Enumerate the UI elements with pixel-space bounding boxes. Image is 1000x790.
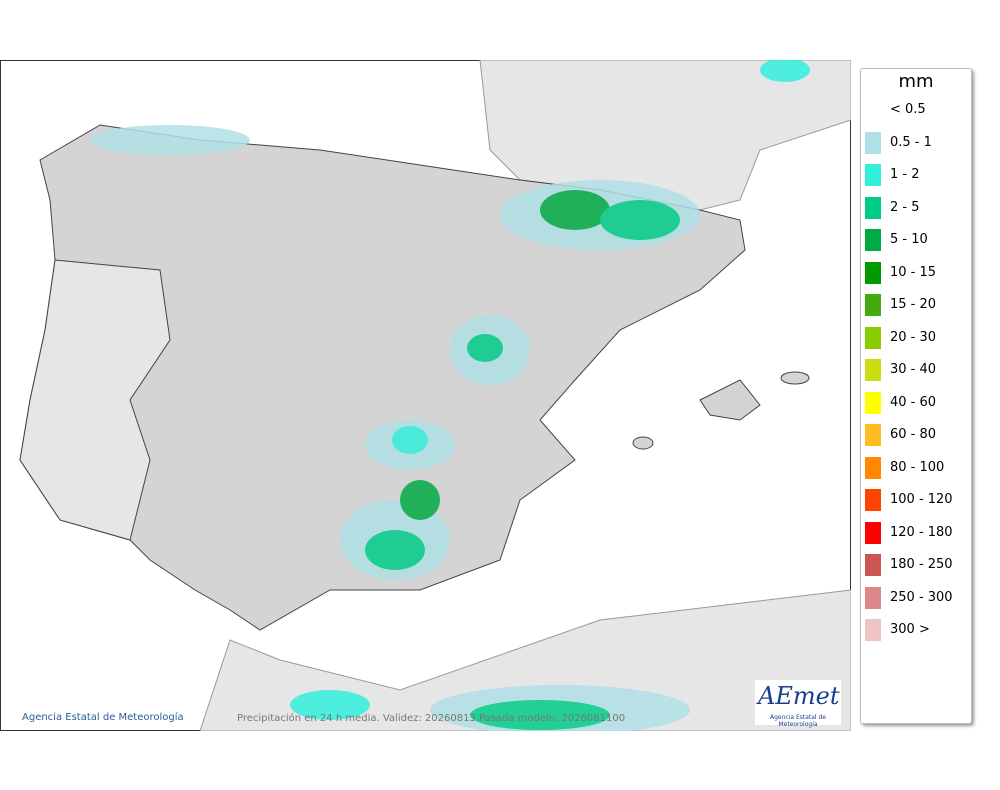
portugal [19, 259, 171, 541]
mallorca [699, 379, 761, 421]
legend-label: 2 - 5 [890, 199, 920, 215]
rain-area [400, 480, 440, 520]
legend-swatch [865, 586, 881, 609]
legend-label: 20 - 30 [890, 329, 937, 345]
rain-area [760, 60, 810, 82]
precipitation [90, 60, 810, 731]
legend-swatch [865, 521, 881, 544]
legend-label: 1 - 2 [890, 167, 920, 182]
rain-area [600, 200, 680, 240]
legend-label: 10 - 15 [890, 264, 937, 280]
rain-area [540, 190, 610, 230]
legend-swatch [865, 489, 881, 511]
logo-subtitle: Agencia Estatal de Meteorología [769, 714, 826, 728]
rain-area [90, 125, 250, 155]
agency-credit: Agencia Estatal de Meteorología [22, 712, 184, 723]
logo: AEmet [758, 682, 840, 710]
legend-swatch [865, 131, 881, 154]
legend-swatch [865, 326, 881, 349]
legend-label: 180 - 250 [890, 557, 953, 572]
legend-label: < 0.5 [890, 102, 926, 117]
legend: mm < 0.5 0.5 - 1 1 - 2 2 - 5 5 - 10 10 - 15 15… [860, 68, 972, 724]
rain-area [290, 690, 370, 720]
france [479, 60, 851, 211]
legend-swatch [865, 294, 881, 316]
map [0, 60, 851, 731]
rain-area [392, 426, 428, 454]
legend-label: 30 - 40 [890, 362, 937, 377]
caption: Precipitación en 24 h media. Validez: 20… [237, 713, 626, 724]
legend-label: 40 - 60 [890, 394, 937, 410]
menorca [780, 371, 810, 385]
rain-area [470, 700, 610, 730]
legend-swatch [865, 229, 881, 251]
rain-area [467, 334, 503, 362]
ibiza [632, 436, 654, 450]
legend-label: 15 - 20 [890, 297, 937, 312]
legend-label: 100 - 120 [890, 492, 953, 507]
legend-title: mm [898, 71, 934, 92]
legend-label: 5 - 10 [890, 232, 928, 247]
legend-swatch [865, 456, 881, 479]
legend-label: 250 - 300 [890, 589, 953, 605]
legend-label: 300 > [890, 622, 930, 637]
legend-swatch [865, 196, 881, 219]
legend-swatch [865, 554, 881, 576]
legend-label: 0.5 - 1 [890, 134, 932, 150]
legend-swatch [865, 359, 881, 381]
logo-box [755, 680, 841, 725]
legend-swatch [865, 424, 881, 446]
legend-label: 80 - 100 [890, 459, 945, 475]
legend-swatch [865, 619, 881, 641]
legend-label: 60 - 80 [890, 427, 937, 442]
africa [199, 589, 851, 731]
legend-label: 120 - 180 [890, 524, 953, 540]
legend-swatch [865, 261, 881, 284]
legend-swatch [865, 164, 881, 186]
legend-swatch [865, 391, 881, 414]
rain-area [365, 530, 425, 570]
